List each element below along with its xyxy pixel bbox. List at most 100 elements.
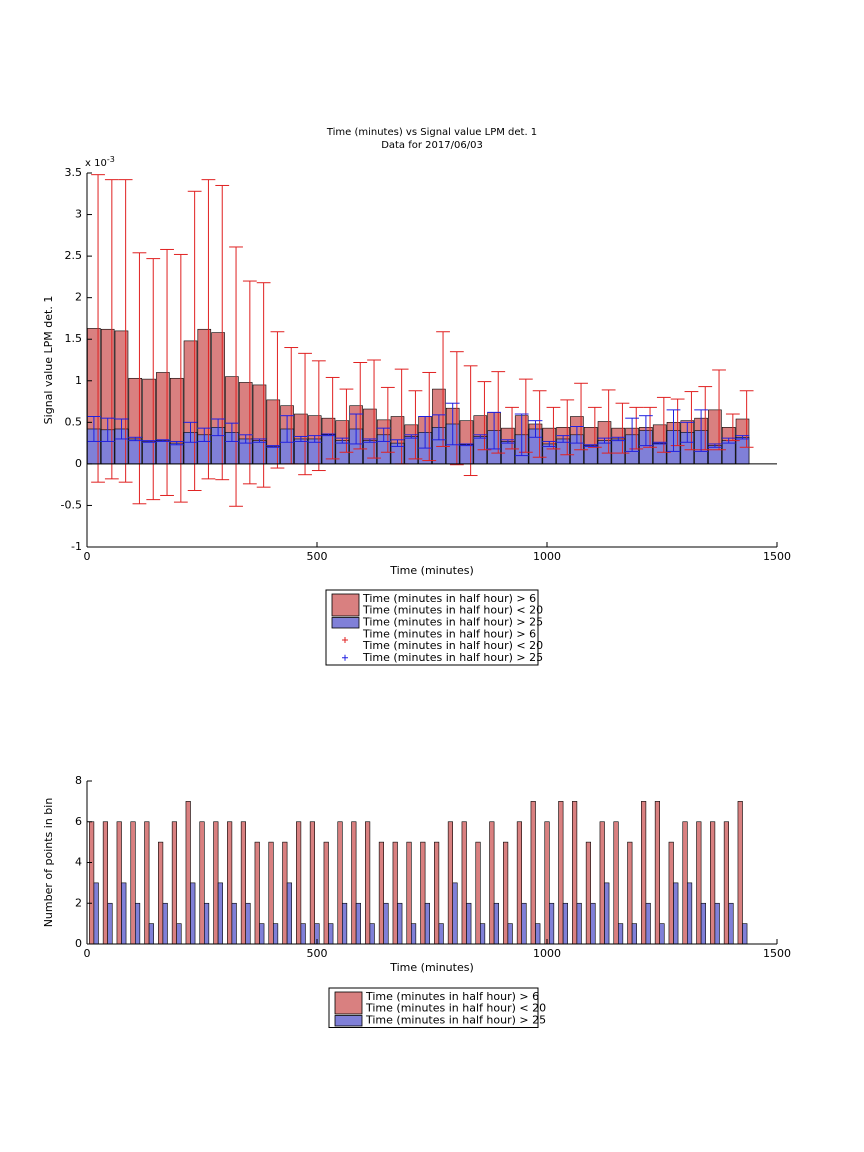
bar <box>590 902 596 945</box>
x-axis-label: Time (minutes) <box>389 564 474 577</box>
bar <box>365 821 371 945</box>
bar <box>447 821 453 945</box>
y-tick-label: 3 <box>75 208 82 221</box>
bar <box>355 902 361 945</box>
bar <box>420 841 426 945</box>
bar <box>521 902 527 945</box>
y-tick-label: -0.5 <box>61 498 82 511</box>
legend-swatch <box>331 593 360 617</box>
bar <box>530 801 536 945</box>
bar <box>686 882 693 945</box>
legend-label: Time (minutes in half hour) > 25 <box>365 1014 546 1027</box>
bar <box>424 902 430 945</box>
bar <box>710 821 716 945</box>
bar <box>737 801 743 945</box>
x-tick-label: 500 <box>307 550 328 563</box>
bar <box>673 882 679 945</box>
bar <box>148 923 154 945</box>
x-tick-label: 1500 <box>763 947 791 960</box>
x-tick-label: 1000 <box>533 947 561 960</box>
bar <box>544 821 550 945</box>
plot-area <box>87 174 777 507</box>
bar <box>171 821 177 945</box>
bar <box>410 923 417 945</box>
bar <box>158 841 164 945</box>
legend-label: Time (minutes in half hour) > 6 <box>362 628 536 641</box>
legend-box <box>325 589 539 666</box>
bar <box>328 923 334 945</box>
bar <box>599 821 605 945</box>
bar <box>696 821 702 945</box>
x-tick-label: 1500 <box>763 550 791 563</box>
y-tick-label: 2 <box>75 291 82 304</box>
bar <box>654 801 660 945</box>
bar <box>162 902 168 945</box>
bar <box>493 902 499 945</box>
y-axis-label: Signal value LPM det. 1 <box>42 296 55 425</box>
bar <box>397 902 403 945</box>
y-tick-label: 2.5 <box>65 249 83 262</box>
legend: Time (minutes in half hour) > 6 Time (min… <box>328 987 546 1028</box>
legend-label: Time (minutes in half hour) > 6 <box>365 990 539 1003</box>
legend-label: Time (minutes in half hour) > 25 <box>362 616 543 629</box>
bar <box>309 821 315 945</box>
legend-swatch <box>334 991 363 1015</box>
bar <box>213 821 219 945</box>
bar <box>231 902 237 945</box>
bar <box>89 821 95 945</box>
bar <box>217 882 223 945</box>
bar <box>102 821 109 945</box>
bar <box>723 821 729 945</box>
bar <box>323 841 329 945</box>
x-tick-label: 1000 <box>533 550 561 563</box>
bar <box>107 902 113 945</box>
bar <box>282 841 288 945</box>
x-tick-label: 0 <box>84 947 91 960</box>
bar <box>645 902 651 945</box>
legend-label: Time (minutes in half hour) < 20 <box>362 639 543 652</box>
bar <box>130 821 136 945</box>
y-tick-label: 0.5 <box>65 415 83 428</box>
bar <box>641 801 647 945</box>
bar <box>742 923 748 945</box>
y-tick-label: 0 <box>75 457 82 470</box>
bar <box>489 821 495 945</box>
x-tick-label: 500 <box>307 947 328 960</box>
bar <box>461 821 467 945</box>
y-exponent: -3 <box>107 155 115 164</box>
bar <box>714 902 720 945</box>
legend-label: Time (minutes in half hour) > 25 <box>362 651 543 664</box>
bar <box>682 821 688 945</box>
bar <box>466 902 472 945</box>
plot-area <box>89 801 748 945</box>
legend-box <box>328 987 539 1028</box>
bar <box>240 821 246 945</box>
legend-swatch <box>331 617 360 629</box>
bar <box>254 841 260 945</box>
bar <box>475 841 481 945</box>
bar <box>576 902 582 945</box>
bar <box>503 841 509 945</box>
x-tick-label: 0 <box>84 550 91 563</box>
bar <box>583 445 598 465</box>
y-axis-label: Number of points in bin <box>42 798 55 928</box>
x-axis-label: Time (minutes) <box>389 961 474 974</box>
bar <box>516 821 522 945</box>
bar <box>337 821 343 945</box>
bar <box>341 902 348 945</box>
y-exponent-base: x 10 <box>85 158 107 169</box>
legend-label: Time (minutes in half hour) > 6 <box>362 592 536 605</box>
bar <box>631 923 637 945</box>
bar <box>296 821 302 945</box>
bar <box>438 923 444 945</box>
bar <box>585 841 591 945</box>
bar <box>479 923 486 945</box>
bar <box>227 821 233 945</box>
bar <box>452 882 458 945</box>
bar <box>558 801 564 945</box>
bar <box>668 841 674 945</box>
bar <box>434 841 440 945</box>
bar <box>176 923 182 945</box>
bar <box>617 923 624 945</box>
